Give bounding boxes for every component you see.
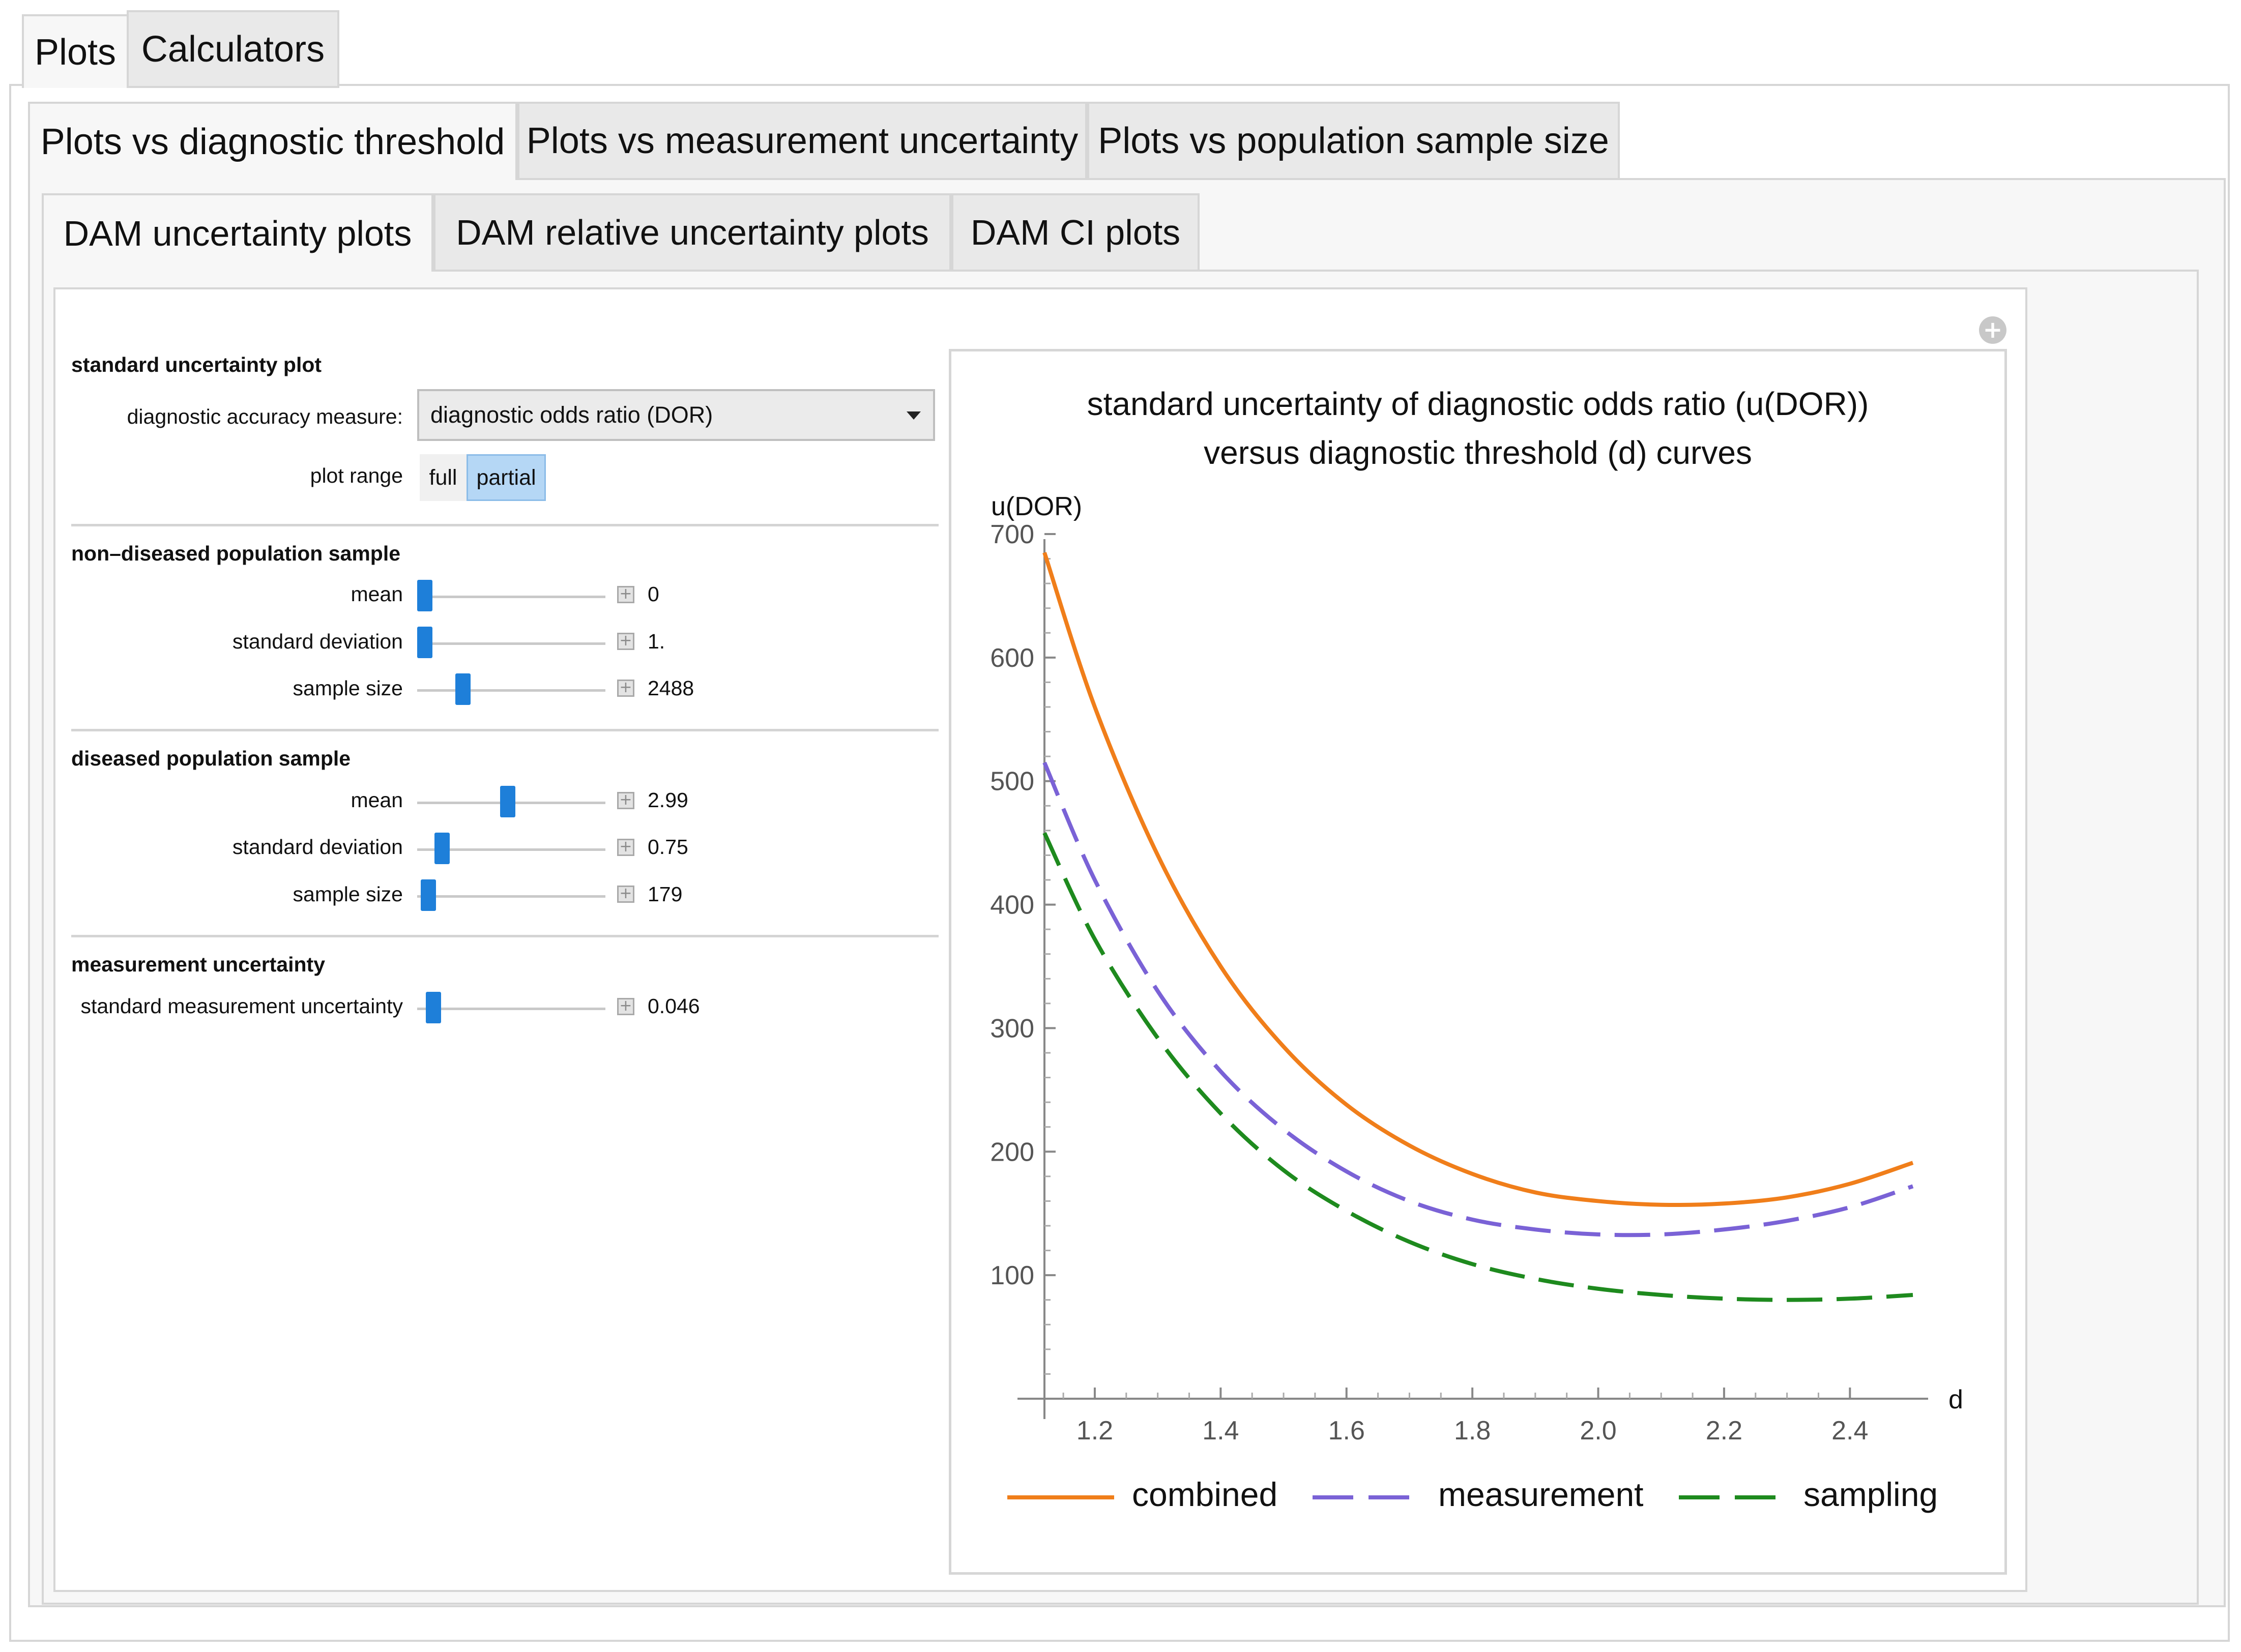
slider-thumb[interactable] [417,627,432,658]
diseased-n-value: 179 [648,882,683,906]
y-axis-label: u(DOR) [991,492,1083,521]
nondiseased-sd-value: 1. [648,630,665,653]
tab-plots-vs-sample-size[interactable]: Plots vs population sample size [1087,102,1620,180]
tab-dam-ci-label: DAM CI plots [970,213,1181,252]
diseased-mean-slider[interactable] [417,786,605,817]
chevron-down-icon [907,411,921,420]
tab-calculators-label: Calculators [141,28,325,70]
nondiseased-sd-label: standard deviation [232,630,403,653]
tab-dam-relative-label: DAM relative uncertainty plots [456,213,929,252]
nondiseased-n-label: sample size [293,676,403,700]
slider-thumb[interactable] [500,786,516,817]
tab-measurement-label: Plots vs measurement uncertainty [526,121,1079,161]
nondiseased-n-value: 2488 [648,676,694,700]
add-plus-icon[interactable]: + [1979,316,2006,344]
slider-track [417,689,605,692]
nondiseased-mean-value: 0 [648,582,659,606]
slider-thumb[interactable] [417,580,432,611]
expand-plus-icon[interactable]: + [617,998,634,1015]
expand-plus-icon[interactable]: + [617,886,634,903]
diseased-mean-label: mean [351,788,403,812]
nondiseased-n-slider[interactable] [417,673,605,705]
x-axis-label: d [1948,1385,1963,1414]
tab-calculators[interactable]: Calculators [127,10,339,88]
slider-thumb[interactable] [434,833,450,864]
diseased-n-label: sample size [293,882,403,906]
diseased-n-slider[interactable] [417,879,605,911]
range-partial-button[interactable]: partial [467,454,546,501]
expand-plus-icon[interactable]: + [617,633,634,650]
expand-plus-icon[interactable]: + [617,586,634,603]
nondiseased-title: non–diseased population sample [71,542,401,565]
tab-dam-uncertainty[interactable]: DAM uncertainty plots [42,193,433,272]
slider-track [417,1008,605,1010]
tab-plots-vs-threshold[interactable]: Plots vs diagnostic threshold [28,102,517,180]
plot-section-title: standard uncertainty plot [71,353,322,376]
dam-dropdown-value: diagnostic odds ratio (DOR) [430,402,713,428]
slider-thumb[interactable] [455,673,471,705]
mu-slider[interactable] [417,992,605,1023]
plot-title-line1: standard uncertainty of diagnostic odds … [1087,386,1869,422]
slider-track [417,848,605,851]
diseased-mean-value: 2.99 [648,788,688,812]
diseased-title: diseased population sample [71,747,351,770]
slider-thumb[interactable] [426,992,441,1023]
slider-track [417,642,605,645]
tab-dam-relative-uncertainty[interactable]: DAM relative uncertainty plots [433,193,951,272]
nondiseased-sd-slider[interactable] [417,627,605,658]
plot-title-line2: versus diagnostic threshold (d) curves [1204,434,1752,471]
legend-label-combined: combined [1132,1476,1278,1513]
divider [71,524,939,526]
legend-label-measurement: measurement [1438,1476,1644,1513]
mu-label: standard measurement uncertainty [80,994,403,1018]
tab-threshold-label: Plots vs diagnostic threshold [40,122,505,162]
tab-plots-label: Plots [34,32,117,73]
range-label: plot range [310,464,403,487]
diseased-sd-label: standard deviation [232,835,403,859]
dam-label: diagnostic accuracy measure: [127,405,403,428]
diseased-sd-value: 0.75 [648,835,688,859]
expand-plus-icon[interactable]: + [617,792,634,809]
range-full-button[interactable]: full [420,454,467,501]
plot-box [949,349,2007,1575]
mu-value: 0.046 [648,994,700,1018]
tab-dam-uncertainty-label: DAM uncertainty plots [63,214,412,253]
tab-plots-vs-measurement[interactable]: Plots vs measurement uncertainty [517,102,1087,180]
nondiseased-mean-label: mean [351,582,403,606]
nondiseased-mean-slider[interactable] [417,580,605,611]
diseased-sd-slider[interactable] [417,833,605,864]
divider [71,729,939,731]
expand-plus-icon[interactable]: + [617,680,634,697]
dam-dropdown[interactable]: diagnostic odds ratio (DOR) [417,389,935,441]
tab-dam-ci[interactable]: DAM CI plots [951,193,1200,272]
slider-track [417,596,605,598]
slider-thumb[interactable] [420,879,436,911]
legend-label-sampling: sampling [1803,1476,1938,1513]
tab-plots[interactable]: Plots [22,14,129,88]
tab-sample-size-label: Plots vs population sample size [1098,121,1609,161]
expand-plus-icon[interactable]: + [617,839,634,856]
slider-track [417,895,605,898]
divider [71,935,939,937]
mu-title: measurement uncertainty [71,953,326,976]
